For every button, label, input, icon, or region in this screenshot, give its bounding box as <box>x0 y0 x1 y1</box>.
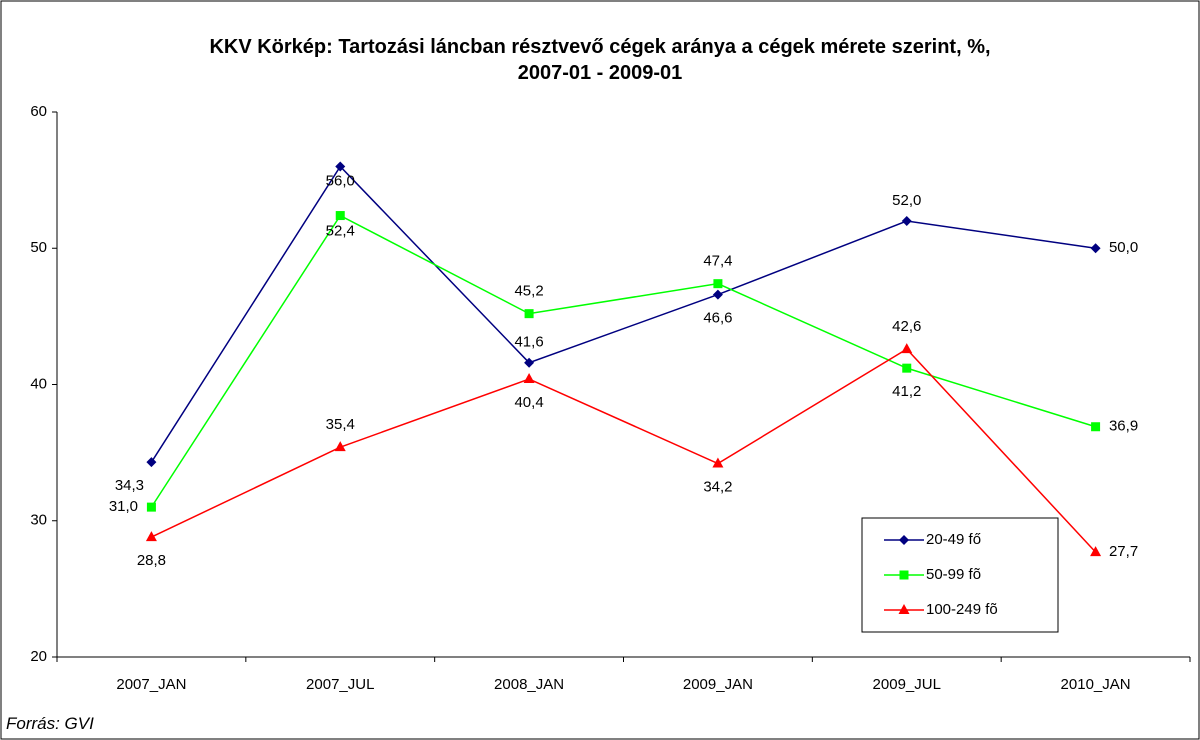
point <box>146 502 156 512</box>
data-label: 27,7 <box>1109 543 1138 560</box>
data-label: 46,6 <box>703 310 732 327</box>
legend-marker <box>899 570 909 580</box>
data-label: 35,4 <box>326 416 355 433</box>
point <box>1091 422 1101 432</box>
data-label: 34,2 <box>703 478 732 495</box>
x-tick-label: 2009_JUL <box>873 676 941 693</box>
data-label: 36,9 <box>1109 418 1138 435</box>
y-tick-label: 60 <box>30 103 47 120</box>
series-line <box>150 214 1096 508</box>
data-label: 45,2 <box>514 283 543 300</box>
point <box>712 457 724 468</box>
point <box>335 211 345 221</box>
point <box>335 161 346 172</box>
chart-title: KKV Körkép: Tartozási láncban résztvevő … <box>209 36 991 84</box>
data-label: 28,8 <box>137 552 166 569</box>
data-label: 47,4 <box>703 253 732 270</box>
series-line <box>150 165 1096 463</box>
data-label: 40,4 <box>514 394 543 411</box>
data-label: 52,4 <box>326 223 355 240</box>
point <box>1090 546 1102 557</box>
legend-marker <box>898 604 910 614</box>
point <box>901 216 912 226</box>
point <box>334 441 346 452</box>
point <box>713 279 723 289</box>
point <box>712 289 723 300</box>
x-tick-label: 2007_JUL <box>306 676 374 693</box>
data-label: 56,0 <box>326 172 355 189</box>
legend: 20-49 fő 50-99 fõ 100-249 fõ <box>861 517 1059 633</box>
series-line <box>151 348 1097 553</box>
source-note: Forrás: GVI <box>6 714 94 733</box>
x-tick-label: 2007_JAN <box>116 676 186 693</box>
data-label: 52,0 <box>892 192 921 209</box>
data-label: 31,0 <box>109 498 138 515</box>
legend-marker <box>899 535 909 545</box>
point <box>523 373 535 384</box>
point <box>901 343 913 354</box>
data-label: 42,6 <box>892 318 921 335</box>
point <box>524 357 535 368</box>
data-label: 41,2 <box>892 383 921 400</box>
data-label: 41,6 <box>514 334 543 351</box>
point <box>145 531 157 542</box>
data-label: 50,0 <box>1109 239 1138 256</box>
y-tick-label: 40 <box>30 375 47 392</box>
x-tick-label: 2008_JAN <box>494 676 564 693</box>
y-tick-label: 20 <box>30 648 47 665</box>
data-label: 34,3 <box>115 477 144 494</box>
point <box>1090 243 1101 254</box>
legend-label: 100-249 fõ <box>926 601 998 618</box>
point <box>146 457 157 468</box>
legend-label: 20-49 fő <box>926 531 981 548</box>
point <box>524 309 534 319</box>
x-tick-label: 2009_JAN <box>683 676 753 693</box>
legend-label: 50-99 fõ <box>926 566 981 583</box>
y-tick-label: 30 <box>30 512 47 529</box>
x-tick-label: 2010_JAN <box>1061 676 1131 693</box>
point <box>902 363 912 373</box>
y-tick-label: 50 <box>30 239 47 256</box>
